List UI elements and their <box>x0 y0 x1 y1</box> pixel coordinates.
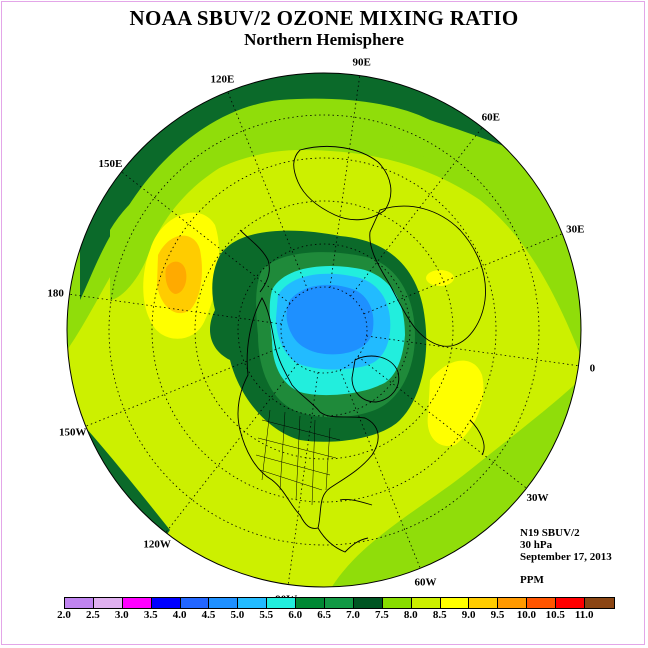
colorbar-segment <box>556 598 586 608</box>
longitude-labels: 90E60E30E030W60W90W120W150W180150E120E <box>47 57 595 606</box>
chart-subtitle: Northern Hemisphere <box>244 30 404 49</box>
colorbar-segment <box>296 598 326 608</box>
colorbar-segment <box>238 598 268 608</box>
level-label: 30 hPa <box>520 539 553 551</box>
date-label: September 17, 2013 <box>520 551 612 563</box>
instrument-label: N19 SBUV/2 <box>520 527 580 539</box>
field-dark-green-top <box>80 73 540 300</box>
longitude-label: 120W <box>143 539 171 551</box>
colorbar-segment <box>151 598 181 608</box>
info-block: N19 SBUV/2 30 hPa September 17, 2013 <box>520 527 612 563</box>
longitude-label: 60E <box>482 111 500 123</box>
longitude-label: 30E <box>566 223 584 235</box>
longitude-label: 90E <box>353 57 371 69</box>
colorbar-segment <box>498 598 528 608</box>
colorbar-segment <box>469 598 499 608</box>
colorbar-segment <box>585 598 614 608</box>
colorbar-tick-label: 8.5 <box>432 609 447 621</box>
colorbar-segment <box>411 598 441 608</box>
colorbar-tick-label: 4.0 <box>172 609 187 621</box>
colorbar-segment <box>440 598 470 608</box>
ozone-field <box>67 73 581 587</box>
field-orange-180 <box>165 261 187 294</box>
chart-title: NOAA SBUV/2 OZONE MIXING RATIO <box>129 6 519 30</box>
colorbar-tick-label: 2.5 <box>86 609 100 621</box>
units-label: PPM <box>520 574 544 586</box>
colorbar-segment <box>65 598 94 608</box>
coastlines <box>237 145 486 553</box>
colorbar-segment <box>122 598 152 608</box>
colorbar-segment <box>353 598 383 608</box>
longitude-label: 60W <box>415 576 437 588</box>
field-yellow-small-3 <box>426 270 454 286</box>
colorbar-tick-label: 4.5 <box>201 609 216 621</box>
field-light-green-upper <box>67 73 581 380</box>
colorbar-tick-label: 6.5 <box>317 609 331 621</box>
latitude-circles <box>108 114 540 546</box>
longitude-label: 30W <box>527 492 549 504</box>
colorbar-segment <box>382 598 412 608</box>
colorbar-segment <box>527 598 557 608</box>
colorbar-tick-label: 9.5 <box>490 609 505 621</box>
colorbar-tick-label: 3.0 <box>114 609 129 621</box>
field-light-green-left <box>110 136 450 300</box>
colorbar-tick-label: 11.0 <box>574 609 594 621</box>
colorbar-segment <box>325 598 354 608</box>
map-boundary <box>66 72 582 588</box>
colorbar-tick-label: 7.5 <box>375 609 389 621</box>
colorbar-tick-label: 2.0 <box>57 609 71 621</box>
colorbar-segment <box>209 598 239 608</box>
colorbar-tick-label: 8.0 <box>403 609 418 621</box>
longitude-label: 120E <box>211 74 235 86</box>
colorbar-tick-label: 10.0 <box>516 609 537 621</box>
longitude-label: 150W <box>59 427 87 439</box>
colorbar-tick-label: 3.5 <box>143 609 158 621</box>
colorbar-tick-label: 5.5 <box>259 609 274 621</box>
colorbar-tick-label: 6.0 <box>288 609 303 621</box>
colorbar-segment <box>93 598 123 608</box>
field-yellow-east <box>427 360 484 447</box>
colorbar-segment <box>267 598 297 608</box>
colorbar-segment <box>180 598 210 608</box>
longitude-label: 150E <box>99 158 123 170</box>
longitude-label: 180 <box>47 287 64 299</box>
longitude-label: 0 <box>590 363 596 375</box>
colorbar-tick-label: 9.0 <box>461 609 476 621</box>
field-blue <box>286 284 374 355</box>
colorbar-ticks: 2.0 2.5 3.0 3.5 4.0 4.5 5.0 5.5 6.0 6.5 7.0 7.5 8.0 8… <box>50 609 610 623</box>
us-state-borders <box>255 409 341 506</box>
colorbar-tick-label: 5.0 <box>230 609 245 621</box>
colorbar-tick-label: 7.0 <box>346 609 360 621</box>
colorbar-tick-label: 10.5 <box>545 609 565 621</box>
colorbar <box>64 597 615 609</box>
